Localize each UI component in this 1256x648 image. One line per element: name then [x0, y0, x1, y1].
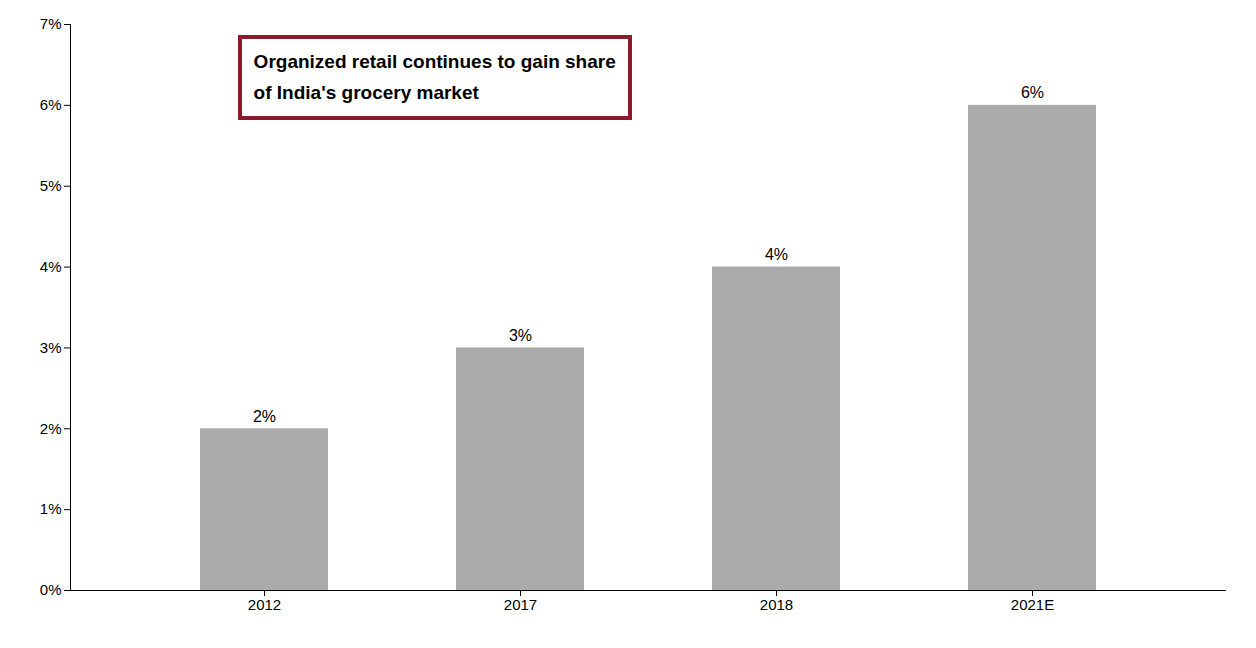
- svg-text:4%: 4%: [765, 246, 788, 263]
- svg-text:1%: 1%: [40, 500, 62, 517]
- html-text:Organized retail continues to: Organized retail continues to gain share…: [253, 51, 616, 103]
- svg-text:5%: 5%: [40, 177, 62, 194]
- svg-text:2017: 2017: [504, 596, 537, 613]
- svg-text:3%: 3%: [509, 327, 532, 344]
- svg-text:3%: 3%: [40, 339, 62, 356]
- svg-text:2%: 2%: [253, 408, 276, 425]
- svg-text:7%: 7%: [40, 15, 62, 32]
- svg-text:2%: 2%: [40, 420, 62, 437]
- svg-text:6%: 6%: [40, 96, 62, 113]
- svg-text:2018: 2018: [760, 596, 793, 613]
- svg-text:6%: 6%: [1021, 84, 1044, 101]
- svg-text:2012: 2012: [248, 596, 281, 613]
- svg-text:4%: 4%: [40, 258, 62, 275]
- svg-text:0%: 0%: [40, 581, 62, 598]
- svg-text:2021E: 2021E: [1011, 596, 1054, 613]
